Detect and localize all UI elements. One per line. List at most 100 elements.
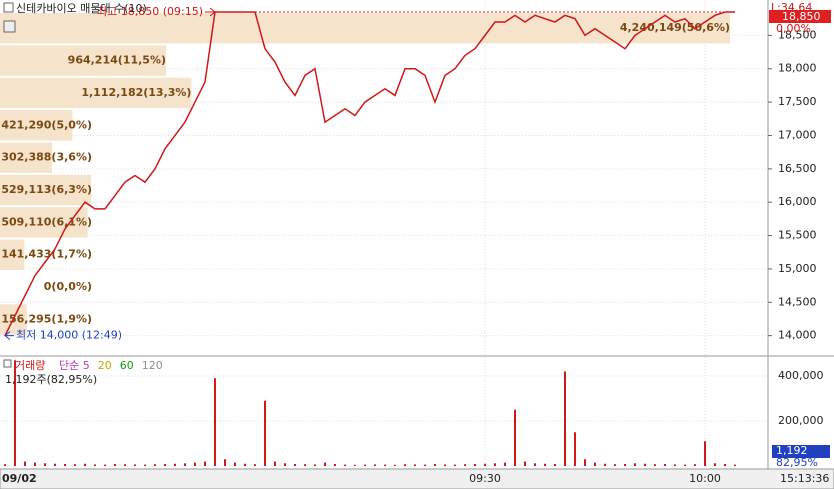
ma-label: 120	[142, 359, 163, 372]
y-tick-label: 400,000	[778, 369, 824, 382]
volume-bar	[24, 461, 26, 466]
volume-bar	[314, 464, 316, 466]
profile-label: 509,110(6,1%)	[1, 215, 92, 228]
profile-label: 421,290(5,0%)	[1, 118, 92, 131]
volume-bar	[44, 463, 46, 466]
profile-label: 4,240,149(50,6%)	[620, 21, 730, 34]
x-tick-label: 10:00	[689, 472, 721, 485]
profile-bar	[0, 110, 73, 141]
volume-bar	[434, 463, 436, 466]
volume-bar	[684, 464, 686, 466]
volume-bar	[324, 462, 326, 466]
y-tick-label: 200,000	[778, 414, 824, 427]
volume-bar	[224, 459, 226, 466]
volume-bar	[704, 441, 706, 466]
change-label: 0,00%	[776, 22, 811, 35]
volume-box	[772, 445, 830, 458]
volume-bar	[424, 464, 426, 466]
y-tick-label: 18,500	[778, 28, 817, 41]
menu-icon[interactable]	[3, 2, 14, 13]
volume-bar	[364, 464, 366, 466]
x-tick-label: 09/02	[2, 472, 37, 485]
volume-bar	[724, 463, 726, 466]
profile-label: 141,433(1,7%)	[1, 248, 92, 261]
volume-bar	[244, 463, 246, 466]
volume-bar	[134, 464, 136, 466]
y-tick-label: 14,500	[778, 295, 817, 308]
high-arrow	[205, 7, 216, 17]
volume-bar	[104, 464, 106, 466]
volume-bar	[524, 461, 526, 466]
volume-bar	[474, 463, 476, 466]
y-tick-label: 16,000	[778, 195, 817, 208]
volume-bar	[374, 464, 376, 466]
volume-bar	[54, 463, 56, 466]
volume-bar	[84, 463, 86, 466]
profile-label: 1,112,182(13,3%)	[81, 86, 191, 99]
volume-bar	[64, 463, 66, 466]
profile-label: 156,295(1,9%)	[1, 312, 92, 325]
volume-bar	[404, 464, 406, 466]
volume-bar	[174, 463, 176, 466]
volume-bar	[254, 464, 256, 466]
volume-bar	[604, 463, 606, 466]
ma-label: 20	[98, 359, 112, 372]
volume-bar	[384, 464, 386, 466]
profile-bar	[0, 207, 88, 238]
price-line	[4, 11, 735, 336]
profile-bar	[0, 77, 192, 109]
volume-title: 거래량	[15, 359, 45, 372]
volume-bar	[494, 463, 496, 466]
volume-bar	[214, 378, 216, 466]
profile-bar	[0, 239, 25, 270]
volume-bar	[354, 464, 356, 466]
volume-bar	[164, 463, 166, 466]
plot: 14,000 14,500 15,000 15,500 16,000 16,500 17,0…	[0, 0, 824, 485]
y-tick-label: 15,000	[778, 262, 817, 275]
volume-bar	[504, 462, 506, 466]
ma-label: 단순 5	[59, 359, 90, 372]
volume-bar	[734, 464, 736, 466]
volume-bar	[414, 464, 416, 466]
volume-bar	[624, 463, 626, 466]
volume-bar	[674, 464, 676, 466]
volume-bar	[344, 464, 346, 466]
volume-bar	[34, 462, 36, 466]
volume-bar	[544, 463, 546, 466]
chart-title: 신테카바이오 매물대 수(10)	[16, 2, 147, 15]
volume-bar	[484, 463, 486, 466]
x-tick-label: 09:30	[469, 472, 501, 485]
price-label: 18,850	[782, 10, 821, 23]
volume-bar	[394, 464, 396, 466]
profile-bar	[0, 142, 53, 173]
profile-label: 529,113(6,3%)	[1, 183, 92, 196]
volume-bar	[464, 464, 466, 466]
clock: 15:13:36	[780, 472, 829, 485]
low-label: 최저 14,000 (12:49)	[16, 329, 122, 342]
volume-bar	[454, 464, 456, 466]
y-tick-label: 17,000	[778, 128, 817, 141]
volume-bar	[714, 463, 716, 466]
low-arrow	[4, 331, 14, 341]
ma-label: 60	[120, 359, 134, 372]
volume-pct: 82,95%	[776, 456, 818, 469]
profile-label: 0(0,0%)	[44, 280, 92, 293]
volume-bar	[554, 463, 556, 466]
volume-bar	[564, 371, 566, 466]
menu-icon[interactable]	[3, 359, 12, 368]
y-tick-label: 15,500	[778, 229, 817, 242]
volume-bar	[334, 463, 336, 466]
volume-bar	[644, 463, 646, 466]
y-tick-label: 14,000	[778, 329, 817, 342]
volume-bar	[264, 400, 266, 466]
volume-bar	[184, 463, 186, 466]
profile-label: 964,214(11,5%)	[68, 54, 166, 67]
volume-bar	[14, 360, 16, 466]
volume-bar	[274, 461, 276, 466]
volume-current: 1,192	[776, 444, 808, 457]
table-icon[interactable]	[3, 20, 16, 33]
volume-bar	[304, 464, 306, 466]
price-box	[769, 10, 831, 23]
volume-bar	[194, 462, 196, 466]
